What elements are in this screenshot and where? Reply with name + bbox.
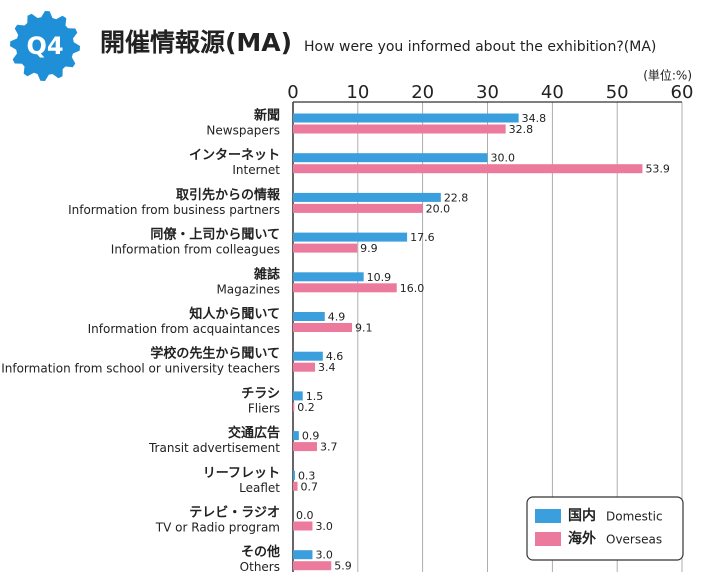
value-label: 10.9 [367, 271, 392, 284]
value-label: 0.2 [297, 401, 315, 414]
legend-label: 海外 [568, 530, 596, 547]
category-label: 同僚・上司から聞いて [150, 227, 280, 243]
category-label: 雑誌 [253, 266, 280, 282]
badge-text: Q4 [26, 32, 63, 60]
value-label: 34.8 [522, 112, 547, 125]
category-label-en: Information from acquaintances [88, 322, 280, 336]
value-label: 53.9 [645, 163, 670, 176]
value-label: 3.0 [315, 549, 333, 562]
value-label: 22.8 [444, 191, 469, 204]
value-label: 3.7 [320, 441, 338, 454]
category-label: その他 [241, 544, 280, 560]
badge-gear [10, 11, 80, 81]
category-label-en: Fliers [248, 401, 280, 415]
x-tick-label: 40 [541, 82, 564, 103]
bar [293, 124, 506, 134]
value-label: 30.0 [491, 152, 516, 165]
bar [293, 550, 313, 560]
legend-swatch [535, 532, 561, 546]
x-tick-label: 50 [606, 82, 629, 103]
bar [293, 164, 643, 174]
bar [293, 351, 323, 361]
legend-swatch [535, 509, 561, 523]
value-label: 0.3 [298, 469, 316, 482]
bar [293, 323, 352, 332]
bar [293, 312, 325, 321]
bar [293, 481, 298, 491]
bar [293, 442, 317, 452]
chart-title: 開催情報源(MA) [100, 28, 292, 57]
category-label-en: TV or Radio program [155, 521, 280, 535]
category-label: インターネット [189, 148, 280, 163]
bar [293, 431, 299, 441]
category-label: チラシ [241, 386, 280, 401]
legend-box [526, 496, 684, 561]
value-label: 3.4 [318, 361, 336, 374]
category-label: テレビ・ラジオ [189, 505, 280, 521]
bar [293, 203, 423, 213]
value-label: 4.9 [328, 311, 346, 324]
category-label-en: Newspapers [206, 124, 280, 138]
category-label-en: Information from business partners [68, 203, 280, 217]
bar [293, 283, 397, 293]
category-label-en: Leaflet [239, 481, 280, 495]
value-label: 16.0 [400, 282, 425, 295]
value-label: 20.0 [426, 202, 451, 215]
category-label-en: Magazines [216, 282, 280, 296]
legend-label-en: Overseas [606, 533, 662, 547]
category-label-en: Others [240, 560, 280, 572]
value-label: 17.6 [410, 231, 435, 244]
legend-label: 国内 [568, 507, 596, 524]
value-label: 9.9 [360, 242, 378, 255]
chart-subtitle: How were you informed about the exhibiti… [304, 39, 656, 55]
x-tick-label: 60 [671, 82, 694, 103]
value-label: 0.9 [302, 430, 320, 443]
x-tick-label: 20 [411, 82, 434, 103]
x-tick-label: 30 [476, 82, 499, 103]
unit-label: (単位:%) [643, 68, 692, 83]
value-label: 9.1 [355, 322, 373, 335]
category-label-en: Information from colleagues [111, 243, 280, 257]
x-tick-label: 10 [346, 82, 369, 103]
category-label-en: Transit advertisement [148, 441, 280, 455]
bar [293, 402, 295, 412]
value-label: 3.0 [315, 520, 333, 533]
category-label: 交通広告 [228, 425, 280, 441]
bar [293, 521, 313, 531]
bar [293, 561, 332, 571]
bar [293, 391, 303, 401]
x-tick-label: 0 [287, 82, 298, 103]
bar [293, 113, 519, 123]
value-label: 4.6 [326, 350, 344, 363]
category-label: 取引先からの情報 [176, 187, 281, 203]
bar [293, 232, 408, 242]
category-label: リーフレット [203, 466, 280, 481]
bar [293, 192, 441, 202]
category-label-en: Internet [232, 163, 280, 177]
category-label: 新聞 [254, 108, 280, 124]
bar [293, 153, 488, 163]
category-label: 知人から聞いて [189, 306, 280, 322]
bar [293, 243, 358, 253]
legend-label-en: Domestic [606, 510, 663, 524]
value-label: 32.8 [509, 123, 534, 136]
value-label: 0.7 [301, 480, 319, 493]
category-label: 学校の先生から聞いて [150, 346, 280, 362]
value-label: 0.0 [296, 509, 314, 522]
bar [293, 470, 295, 480]
bar [293, 272, 364, 282]
value-label: 5.9 [334, 560, 352, 572]
category-label-en: Information from school or university te… [1, 362, 280, 376]
value-label: 1.5 [306, 390, 324, 403]
bar [293, 362, 316, 372]
